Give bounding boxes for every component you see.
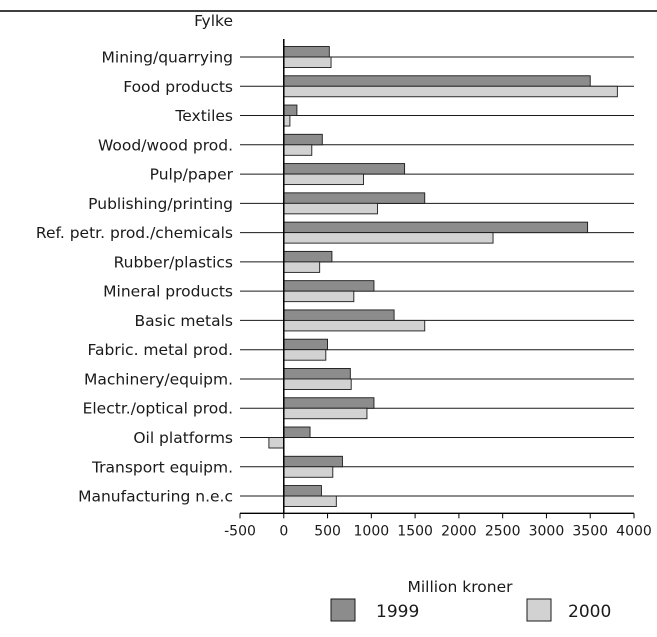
- x-tick-label: 3000: [529, 523, 565, 539]
- category-label: Ref. petr. prod./chemicals: [36, 224, 233, 242]
- legend: 1999 2000: [330, 598, 611, 622]
- bar-2000-14: [283, 466, 334, 478]
- bar-2000-4: [283, 173, 364, 186]
- bar-2000-3: [283, 144, 313, 156]
- bar-1999-0: [283, 46, 330, 58]
- x-tick-label: 4000: [616, 523, 652, 539]
- bar-1999-5: [283, 192, 426, 204]
- bar-2000-11: [283, 378, 352, 390]
- x-tick-label: -500: [224, 523, 256, 539]
- x-tick-label: 0: [279, 523, 288, 539]
- legend-swatch-1999: [330, 598, 356, 622]
- bar-2000-9: [283, 319, 426, 332]
- legend-label-2000: 2000: [568, 602, 611, 622]
- category-label: Rubber/plastics: [114, 253, 233, 271]
- bar-2000-1: [283, 85, 618, 98]
- category-label: Basic metals: [134, 312, 233, 330]
- x-tick-label: 1000: [354, 523, 390, 539]
- bar-2000-15: [283, 495, 337, 507]
- category-label: Food products: [123, 78, 233, 96]
- bar-2000-5: [283, 202, 378, 215]
- bar-2000-8: [283, 290, 355, 303]
- x-tick-label: 1500: [397, 523, 433, 539]
- category-label: Wood/wood prod.: [98, 136, 233, 154]
- bar-2000-6: [283, 232, 494, 244]
- bar-1999-11: [283, 368, 351, 380]
- category-label: Mining/quarrying: [102, 49, 233, 67]
- bar-1999-10: [283, 338, 329, 351]
- bar-1999-8: [283, 280, 375, 292]
- bar-1999-7: [283, 250, 333, 263]
- bar-1999-6: [283, 221, 589, 234]
- bar-1999-2: [283, 104, 298, 116]
- category-label: Transport equipm.: [91, 458, 233, 476]
- category-label: Mineral products: [103, 283, 233, 301]
- bar-1999-14: [283, 455, 343, 468]
- x-ticks: -500 0 500 1000 1500 2000 2500 3000 3500 4000: [224, 513, 652, 539]
- bars: [268, 46, 618, 507]
- bar-1999-3: [283, 133, 323, 146]
- bar-1999-9: [283, 309, 395, 321]
- axes: [240, 39, 634, 514]
- bar-2000-13: [268, 437, 285, 449]
- category-label: Fabric. metal prod.: [88, 341, 233, 359]
- x-tick-label: 2500: [485, 523, 521, 539]
- category-label: Machinery/equipm.: [84, 370, 233, 388]
- legend-swatch-2000: [526, 598, 552, 622]
- bar-2000-10: [283, 349, 327, 361]
- x-tick-label: 500: [314, 523, 341, 539]
- category-label: Electr./optical prod.: [83, 400, 233, 418]
- x-tick-label: 2000: [441, 523, 477, 539]
- category-labels: Mining/quarrying Food products Textiles Woo…: [36, 49, 234, 506]
- bar-1999-13: [283, 426, 311, 438]
- legend-label-1999: 1999: [376, 602, 419, 622]
- category-label: Manufacturing n.e.c: [78, 488, 233, 506]
- category-label: Publishing/printing: [88, 195, 233, 213]
- chart-top-label: Fylke: [194, 12, 233, 30]
- bar-2000-0: [283, 56, 332, 68]
- bar-2000-2: [283, 115, 291, 127]
- bar-2000-12: [283, 407, 368, 420]
- x-axis-title: Million kroner: [407, 578, 513, 596]
- category-label: Textiles: [174, 107, 233, 125]
- bar-1999-12: [283, 397, 375, 409]
- category-label: Oil platforms: [133, 429, 233, 447]
- category-label: Pulp/paper: [150, 166, 234, 184]
- x-tick-label: 3500: [572, 523, 608, 539]
- bar-1999-1: [283, 75, 591, 87]
- bar-1999-15: [283, 485, 322, 497]
- bar-2000-7: [283, 261, 321, 273]
- bar-1999-4: [283, 163, 406, 175]
